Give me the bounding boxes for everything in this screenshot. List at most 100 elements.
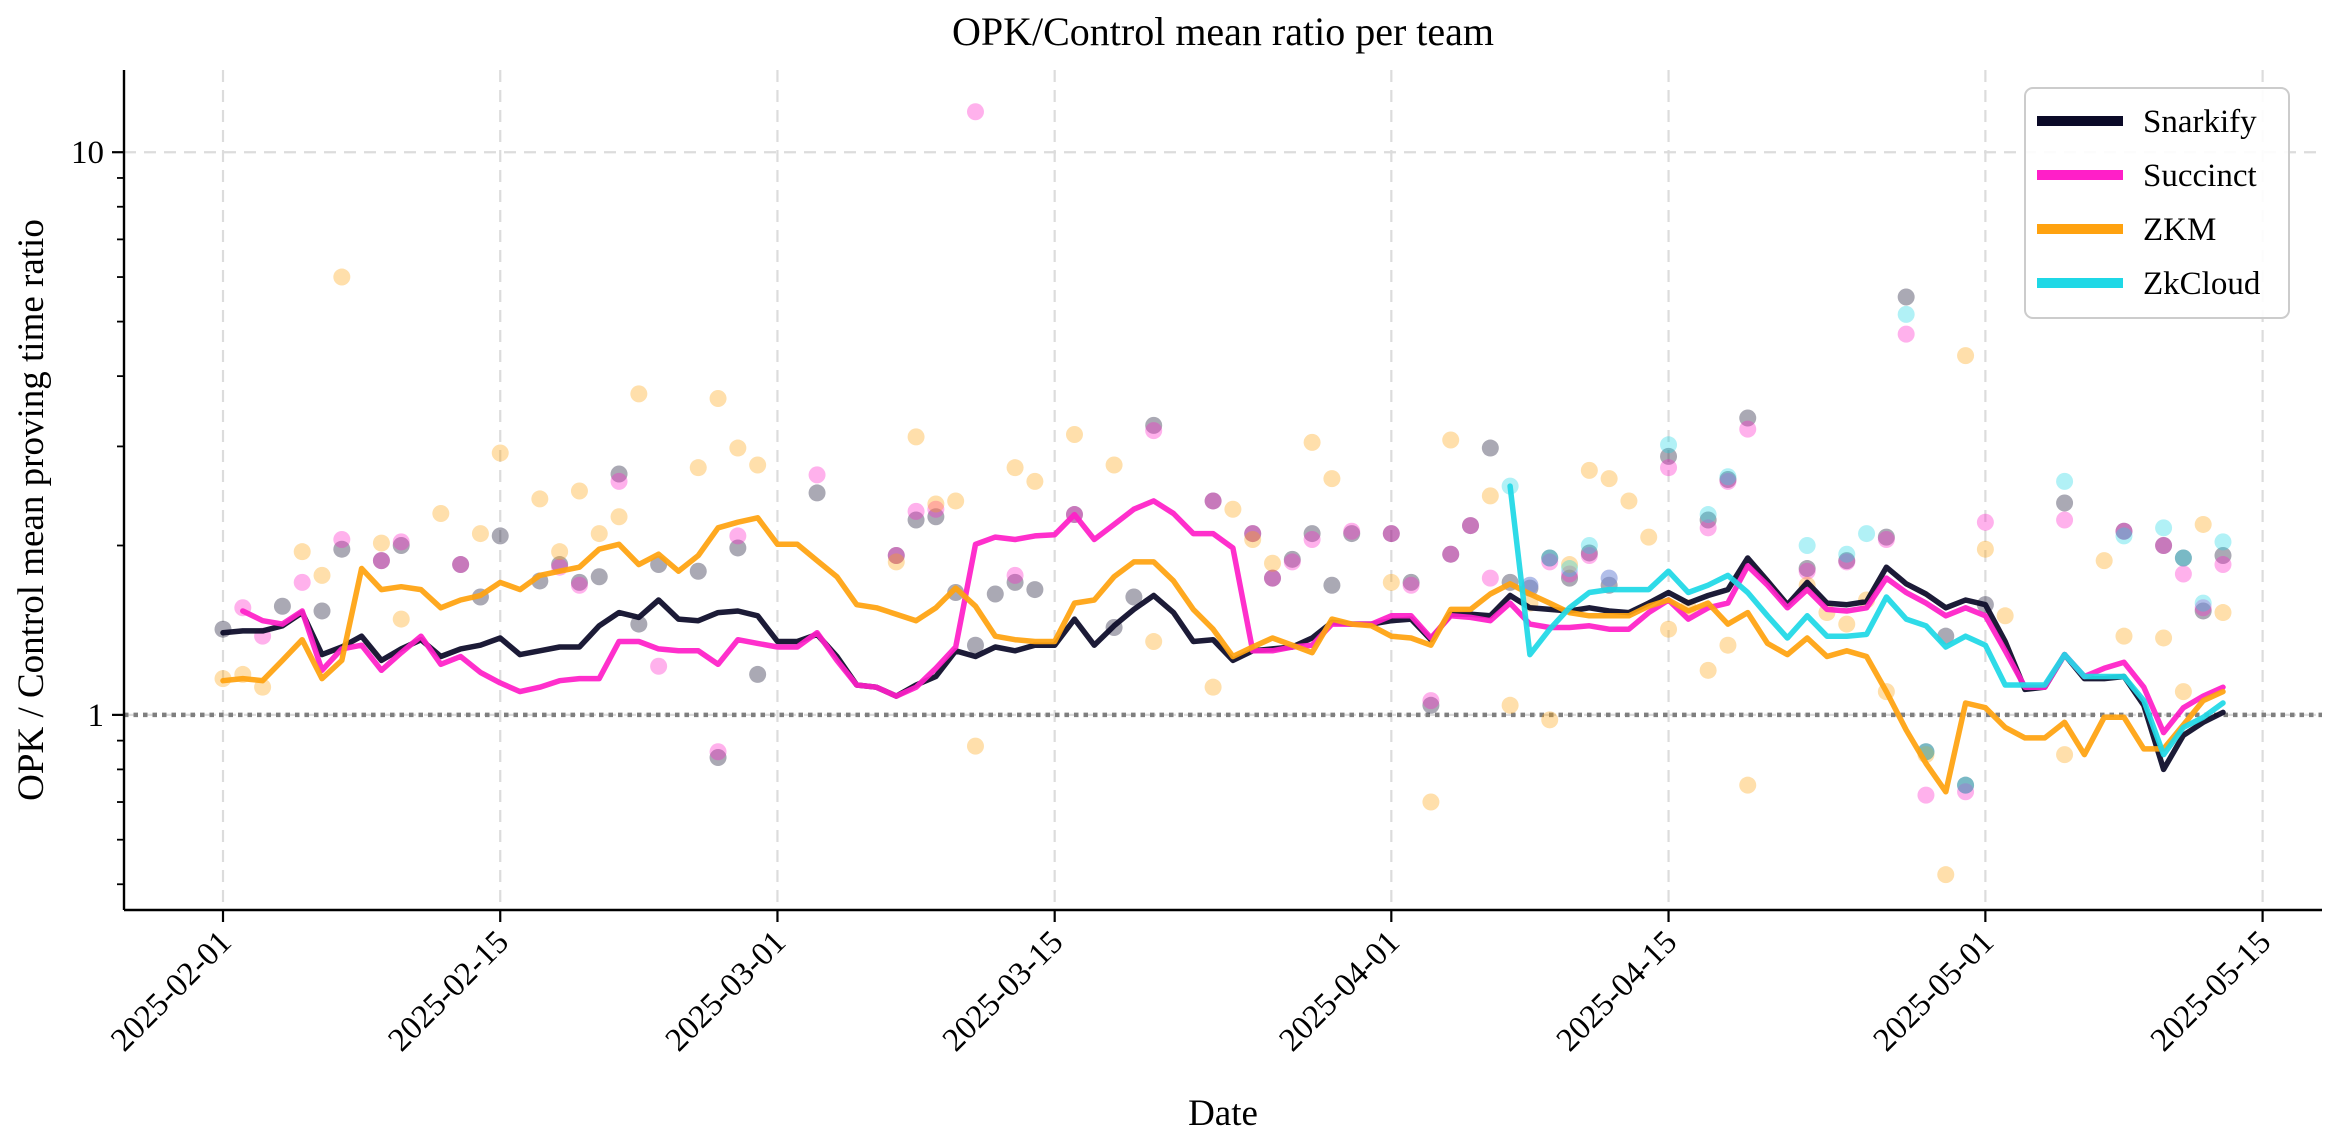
series-line-zkcloud [1507, 483, 2226, 758]
data-point-snarkify [1699, 511, 1717, 529]
data-point-zkm [630, 385, 648, 403]
data-point-zkm [1422, 793, 1440, 811]
data-point-zkm [1620, 492, 1638, 510]
data-point-snarkify [2214, 546, 2232, 564]
data-point-zkm [1382, 573, 1400, 591]
data-point-succinct [927, 500, 945, 518]
data-point-succinct [1699, 519, 1717, 537]
data-point-zkm [1580, 461, 1598, 479]
data-point-zkm [2194, 515, 2212, 533]
data-point-zkcloud [1858, 525, 1876, 543]
x-tick-label: 2025-05-15 [2144, 924, 2278, 1058]
data-point-zkm [1501, 696, 1519, 714]
data-point-succinct [1798, 562, 1816, 580]
data-point-succinct [907, 502, 925, 520]
data-point-succinct [966, 103, 984, 121]
data-point-zkm [887, 553, 905, 571]
data-point-snarkify [1660, 447, 1678, 465]
data-point-snarkify [1382, 525, 1400, 543]
data-point-snarkify [689, 562, 707, 580]
series-line-snarkify [220, 555, 2226, 773]
data-point-succinct [1204, 492, 1222, 510]
data-point-snarkify [1125, 588, 1143, 606]
series-line-succinct [240, 498, 2226, 736]
data-point-zkm [2115, 627, 2133, 645]
data-point-snarkify [1026, 581, 1044, 599]
legend-label-zkcloud: ZkCloud [2143, 266, 2261, 302]
chart-title: OPK/Control mean ratio per team [952, 9, 1494, 54]
data-point-zkm [2095, 552, 2113, 570]
data-point-zkm [1561, 556, 1579, 574]
data-point-snarkify [273, 597, 291, 615]
y-tick-label: 10 [71, 135, 104, 171]
data-point-snarkify [2056, 494, 2074, 512]
data-point-zkm [1323, 470, 1341, 488]
data-point-snarkify [1798, 560, 1816, 578]
data-point-succinct [1244, 525, 1262, 543]
data-point-zkm [927, 495, 945, 513]
data-point-zkcloud [1580, 537, 1598, 555]
data-point-zkm [293, 543, 311, 561]
data-point-snarkify [1719, 471, 1737, 489]
data-point-zkm [313, 566, 331, 584]
data-point-zkcloud [2155, 519, 2173, 537]
data-point-succinct [1145, 422, 1163, 440]
data-point-zkcloud [1719, 468, 1737, 486]
data-point-snarkify [709, 748, 727, 766]
x-tick-label: 2025-02-15 [382, 924, 516, 1058]
data-point-snarkify [372, 552, 390, 570]
data-point-zkm [333, 268, 351, 286]
data-point-zkm [749, 456, 767, 474]
x-axis-label: Date [1188, 1093, 1258, 1134]
data-point-succinct [392, 533, 410, 551]
data-point-snarkify [1145, 416, 1163, 434]
data-point-zkm [590, 525, 608, 543]
data-point-zkm [1996, 607, 2014, 625]
data-point-snarkify [1303, 525, 1321, 543]
data-point-snarkify [1442, 545, 1460, 563]
x-tick-label: 2025-02-01 [104, 924, 238, 1058]
data-point-succinct [1580, 546, 1598, 564]
data-point-succinct [1739, 420, 1757, 438]
data-point-snarkify [2155, 537, 2173, 555]
data-point-snarkify [1580, 544, 1598, 562]
data-point-snarkify [590, 568, 608, 586]
data-point-snarkify [610, 465, 628, 483]
data-point-zkm [372, 534, 390, 552]
data-point-zkm [570, 482, 588, 500]
data-point-snarkify [570, 573, 588, 591]
data-point-zkcloud [1600, 569, 1618, 587]
data-point-zkcloud [1699, 506, 1717, 524]
data-point-succinct [1660, 459, 1678, 477]
data-point-zkcloud [1957, 776, 1975, 794]
series-line-zkm [220, 515, 2226, 795]
x-tick-label: 2025-03-01 [659, 924, 793, 1058]
data-point-snarkify [887, 546, 905, 564]
data-point-succinct [570, 576, 588, 594]
data-point-zkm [1600, 470, 1618, 488]
data-point-zkm [1739, 776, 1757, 794]
data-point-zkm [966, 737, 984, 755]
legend-label-snarkify: Snarkify [2143, 104, 2257, 140]
data-point-zkm [1244, 530, 1262, 548]
data-point-snarkify [1877, 528, 1895, 546]
data-point-succinct [1283, 553, 1301, 571]
data-point-zkm [947, 492, 965, 510]
data-point-succinct [1600, 569, 1618, 587]
data-point-succinct [1462, 517, 1480, 535]
data-point-succinct [610, 472, 628, 490]
data-point-succinct [2214, 556, 2232, 574]
data-point-zkcloud [1561, 560, 1579, 578]
data-point-succinct [1877, 530, 1895, 548]
data-point-zkm [1957, 347, 1975, 365]
data-point-zkcloud [1541, 549, 1559, 567]
data-point-snarkify [1957, 776, 1975, 794]
data-point-succinct [2155, 537, 2173, 555]
data-point-succinct [1382, 525, 1400, 543]
data-point-snarkify [1897, 288, 1915, 306]
data-point-zkm [1065, 425, 1083, 443]
data-point-succinct [729, 527, 747, 545]
data-point-succinct [2174, 565, 2192, 583]
data-point-zkm [709, 389, 727, 407]
